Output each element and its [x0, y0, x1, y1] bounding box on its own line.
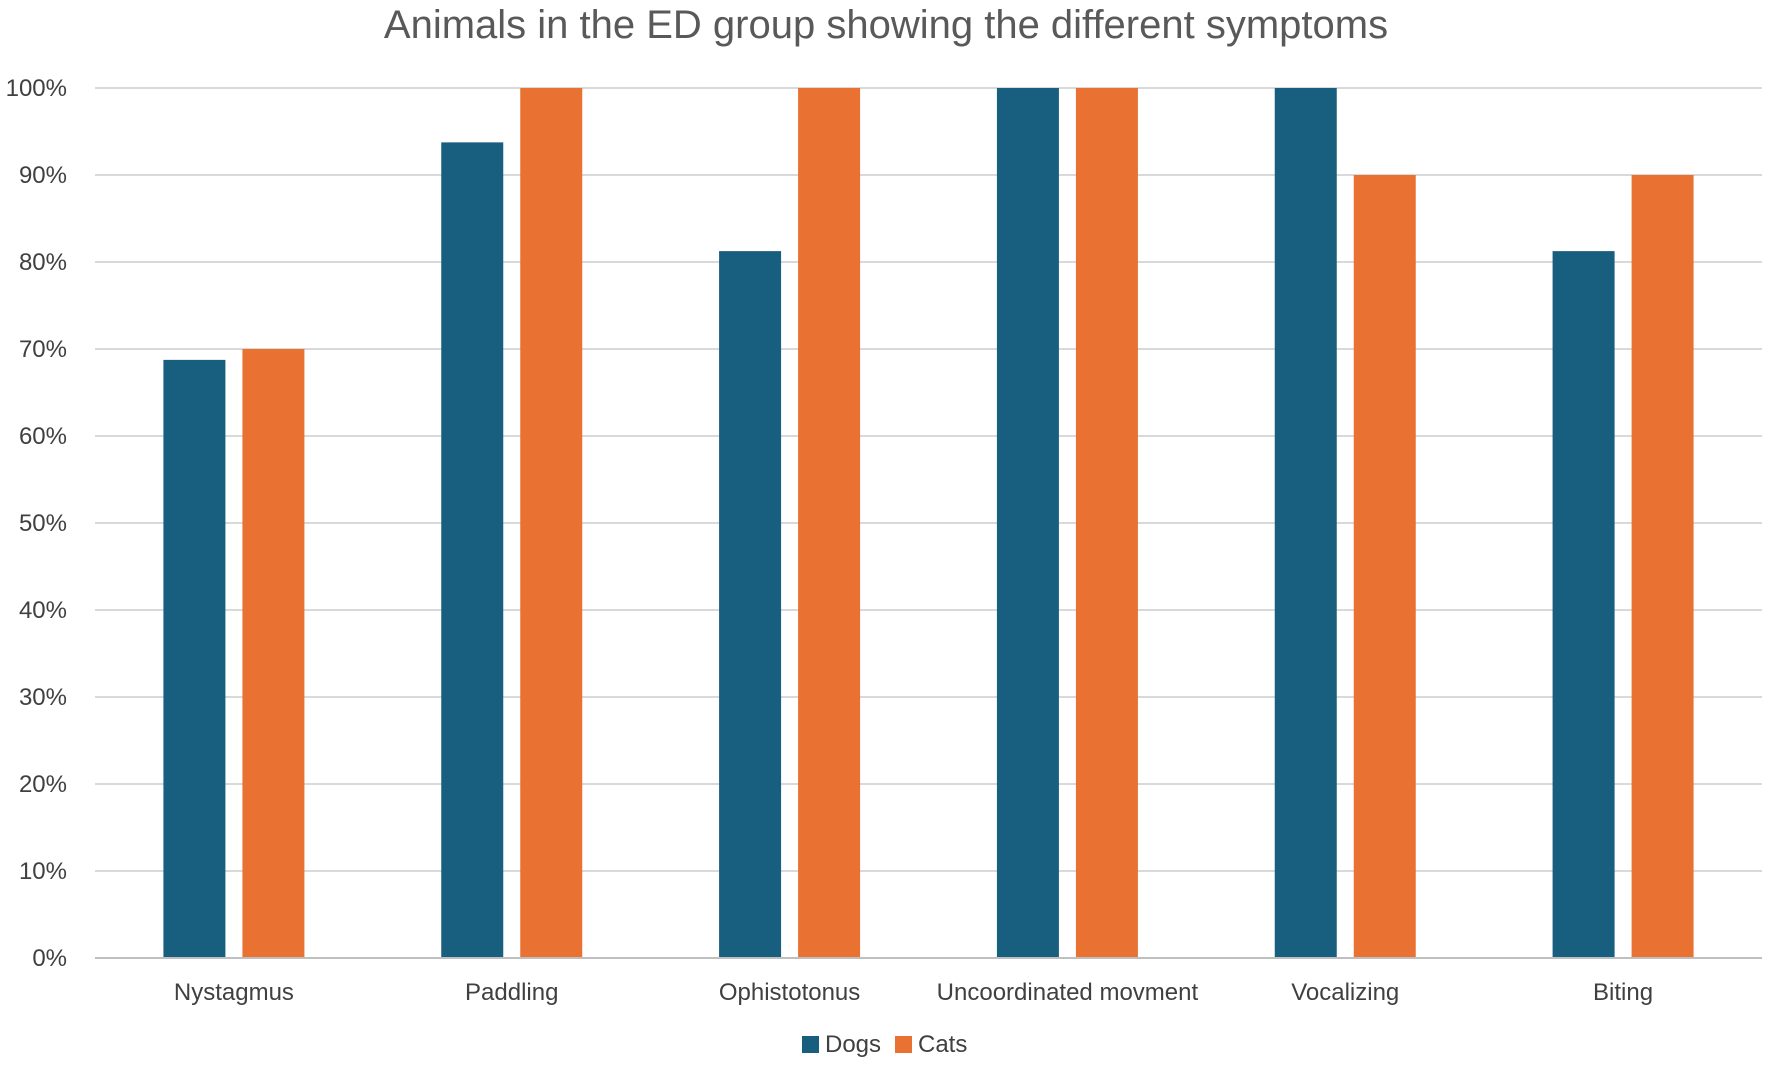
y-tick-label: 30%	[19, 684, 67, 711]
bar-cats-1	[242, 349, 305, 958]
bar-dogs-5	[1274, 88, 1337, 958]
legend-label-cats: Cats	[918, 1031, 967, 1058]
y-tick-label: 60%	[19, 423, 67, 450]
chart-title: Animals in the ED group showing the diff…	[384, 3, 1388, 47]
x-category-label: Paddling	[465, 979, 558, 1006]
gridlines	[95, 87, 1762, 872]
legend: Dogs Cats	[802, 1031, 967, 1058]
y-tick-label: 80%	[19, 249, 67, 276]
legend-swatch-cats	[895, 1036, 912, 1053]
bar-dogs-2	[441, 142, 504, 958]
bars	[163, 88, 1694, 958]
y-tick-label: 70%	[19, 336, 67, 363]
x-category-label: Nystagmus	[174, 979, 294, 1006]
legend-swatch-dogs	[802, 1036, 819, 1053]
y-tick-label: 10%	[19, 858, 67, 885]
x-category-label: Ophistotonus	[719, 979, 860, 1006]
y-tick-label: 20%	[19, 771, 67, 798]
x-category-label: Vocalizing	[1291, 979, 1399, 1006]
bar-cats-2	[520, 88, 583, 958]
y-tick-label: 40%	[19, 597, 67, 624]
bar-cats-3	[798, 88, 861, 958]
bar-dogs-4	[996, 88, 1059, 958]
y-tick-label: 90%	[19, 162, 67, 189]
bar-cats-4	[1075, 88, 1138, 958]
x-category-label: Biting	[1593, 979, 1653, 1006]
y-tick-label: 0%	[32, 945, 67, 972]
bar-dogs-6	[1552, 251, 1615, 958]
y-axis-ticks: 0% 10% 20% 30% 40% 50% 60% 70% 80% 90% 100%	[6, 75, 67, 972]
bar-dogs-1	[163, 359, 226, 958]
bar-cats-6	[1631, 175, 1694, 958]
bar-cats-5	[1353, 175, 1416, 958]
y-tick-label: 100%	[6, 75, 67, 102]
y-tick-label: 50%	[19, 510, 67, 537]
legend-label-dogs: Dogs	[825, 1031, 881, 1058]
bar-dogs-3	[719, 251, 782, 958]
x-category-label: Uncoordinated movment	[937, 979, 1199, 1006]
x-axis-categories: Nystagmus Paddling Ophistotonus Uncoordinat…	[174, 979, 1653, 1006]
